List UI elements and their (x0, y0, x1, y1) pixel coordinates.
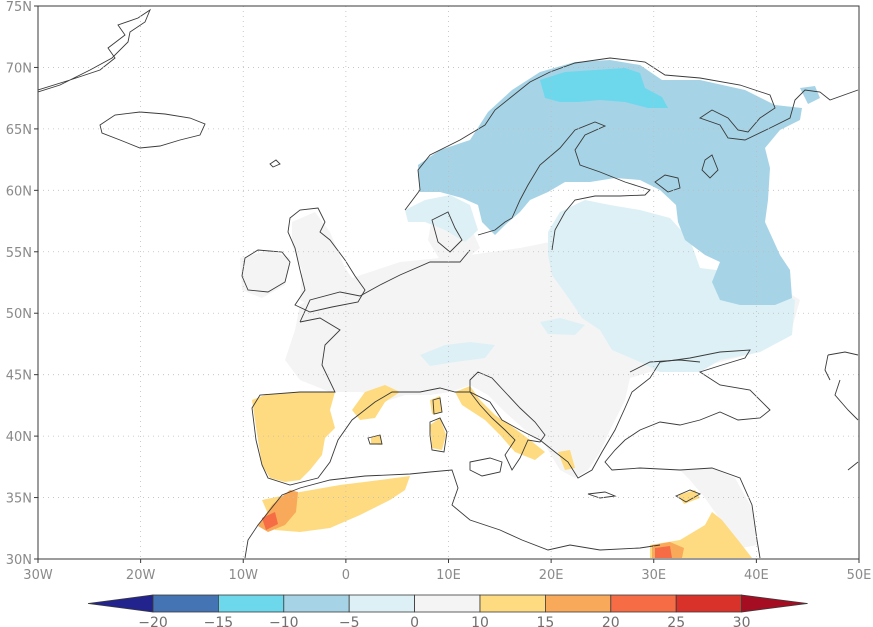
colorbar-swatch (283, 594, 350, 613)
colorbar-swatch (479, 594, 546, 613)
neutral-zone (680, 468, 757, 548)
colorbar-swatch (217, 594, 285, 613)
lat-tick-label: 30N (6, 553, 32, 568)
neutral-zone (240, 250, 290, 298)
lon-tick-label: 20W (126, 568, 156, 583)
lon-tick-label: 30W (23, 568, 53, 583)
lat-tick-label: 70N (6, 61, 32, 76)
yellow-zone (371, 435, 382, 445)
medium-blue-zone (800, 86, 820, 104)
lat-tick-label: 35N (6, 492, 32, 507)
lat-tick-label: 40N (6, 430, 32, 445)
colorbar-swatch (414, 594, 481, 613)
light-blue-zone (540, 318, 585, 335)
colorbar-swatch (545, 594, 612, 613)
yellow-zone (678, 490, 700, 504)
colorbar-swatch (675, 594, 743, 613)
red-orange-zone (655, 546, 672, 558)
lat-tick-label: 50N (6, 307, 32, 322)
colorbar: −20 −15 −10 −5 0 10 15 20 25 30 (87, 594, 808, 627)
colorbar-label: 10 (471, 615, 489, 627)
axis-ticks (34, 5, 860, 563)
colorbar-low-arrow (87, 594, 154, 613)
lat-tick-label: 75N (6, 0, 32, 15)
coastlines (38, 8, 859, 559)
colorbar-label: −15 (204, 615, 234, 627)
red-orange-zone (262, 512, 278, 530)
yellow-zone (455, 386, 545, 460)
colorbar-label: 30 (733, 615, 751, 627)
lat-tick-label: 45N (6, 369, 32, 384)
lat-tick-label: 55N (6, 246, 32, 261)
lon-tick-label: 40E (744, 568, 769, 583)
yellow-zone (558, 450, 575, 470)
yellow-zone (262, 476, 410, 532)
lon-tick-label: 20E (539, 568, 564, 583)
colorbar-swatch (610, 594, 677, 613)
yellow-zone (430, 418, 446, 450)
yellow-zone (252, 392, 335, 482)
colorbar-label: 15 (536, 615, 554, 627)
latitude-labels: 75N 70N 65N 60N 55N 50N 45N 40N 35N 30N (6, 0, 32, 568)
cyan-zone (540, 68, 668, 108)
longitude-labels: 30W 20W 10W 0 10E 20E 30E 40E 50E (23, 568, 871, 583)
medium-blue-zone (418, 60, 802, 305)
lat-tick-label: 60N (6, 184, 32, 199)
neutral-zone (292, 212, 362, 310)
lon-tick-label: 10W (229, 568, 259, 583)
colorbar-swatch (348, 594, 416, 613)
colorbar-label: 25 (667, 615, 685, 627)
colorbar-high-arrow (741, 594, 808, 613)
gridlines (38, 6, 859, 559)
lon-tick-label: 0 (342, 568, 350, 583)
light-blue-zone (420, 342, 495, 366)
colorbar-label: 0 (410, 615, 419, 627)
lon-tick-label: 50E (847, 568, 872, 583)
colorbar-label: 20 (602, 615, 620, 627)
lon-tick-label: 10E (436, 568, 461, 583)
lon-tick-label: 30E (641, 568, 666, 583)
colorbar-swatch (152, 594, 219, 613)
light-blue-zone (548, 200, 795, 372)
yellow-zone (352, 385, 400, 420)
anomaly-shading (240, 60, 820, 558)
lat-tick-label: 65N (6, 123, 32, 138)
light-blue-zone (405, 195, 478, 242)
colorbar-label: −10 (269, 615, 299, 627)
colorbar-label: −20 (138, 615, 168, 627)
colorbar-label: −5 (339, 615, 360, 627)
